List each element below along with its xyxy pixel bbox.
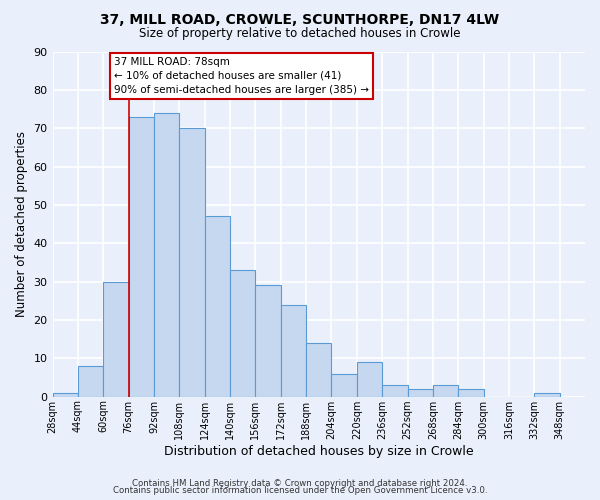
Bar <box>205 216 230 396</box>
Bar <box>458 389 484 396</box>
Text: Contains public sector information licensed under the Open Government Licence v3: Contains public sector information licen… <box>113 486 487 495</box>
Bar <box>331 374 357 396</box>
Bar <box>534 393 560 396</box>
Bar <box>179 128 205 396</box>
Bar <box>407 389 433 396</box>
X-axis label: Distribution of detached houses by size in Crowle: Distribution of detached houses by size … <box>164 444 473 458</box>
Text: Size of property relative to detached houses in Crowle: Size of property relative to detached ho… <box>139 28 461 40</box>
Bar <box>357 362 382 396</box>
Text: Contains HM Land Registry data © Crown copyright and database right 2024.: Contains HM Land Registry data © Crown c… <box>132 478 468 488</box>
Bar <box>53 393 78 396</box>
Y-axis label: Number of detached properties: Number of detached properties <box>15 131 28 317</box>
Text: 37, MILL ROAD, CROWLE, SCUNTHORPE, DN17 4LW: 37, MILL ROAD, CROWLE, SCUNTHORPE, DN17 … <box>100 12 500 26</box>
Bar <box>281 304 306 396</box>
Text: 37 MILL ROAD: 78sqm
← 10% of detached houses are smaller (41)
90% of semi-detach: 37 MILL ROAD: 78sqm ← 10% of detached ho… <box>114 56 369 94</box>
Bar <box>230 270 256 396</box>
Bar <box>433 385 458 396</box>
Bar <box>306 343 331 396</box>
Bar <box>103 282 128 397</box>
Bar <box>128 116 154 396</box>
Bar <box>78 366 103 396</box>
Bar <box>154 113 179 397</box>
Bar <box>256 286 281 397</box>
Bar <box>382 385 407 396</box>
